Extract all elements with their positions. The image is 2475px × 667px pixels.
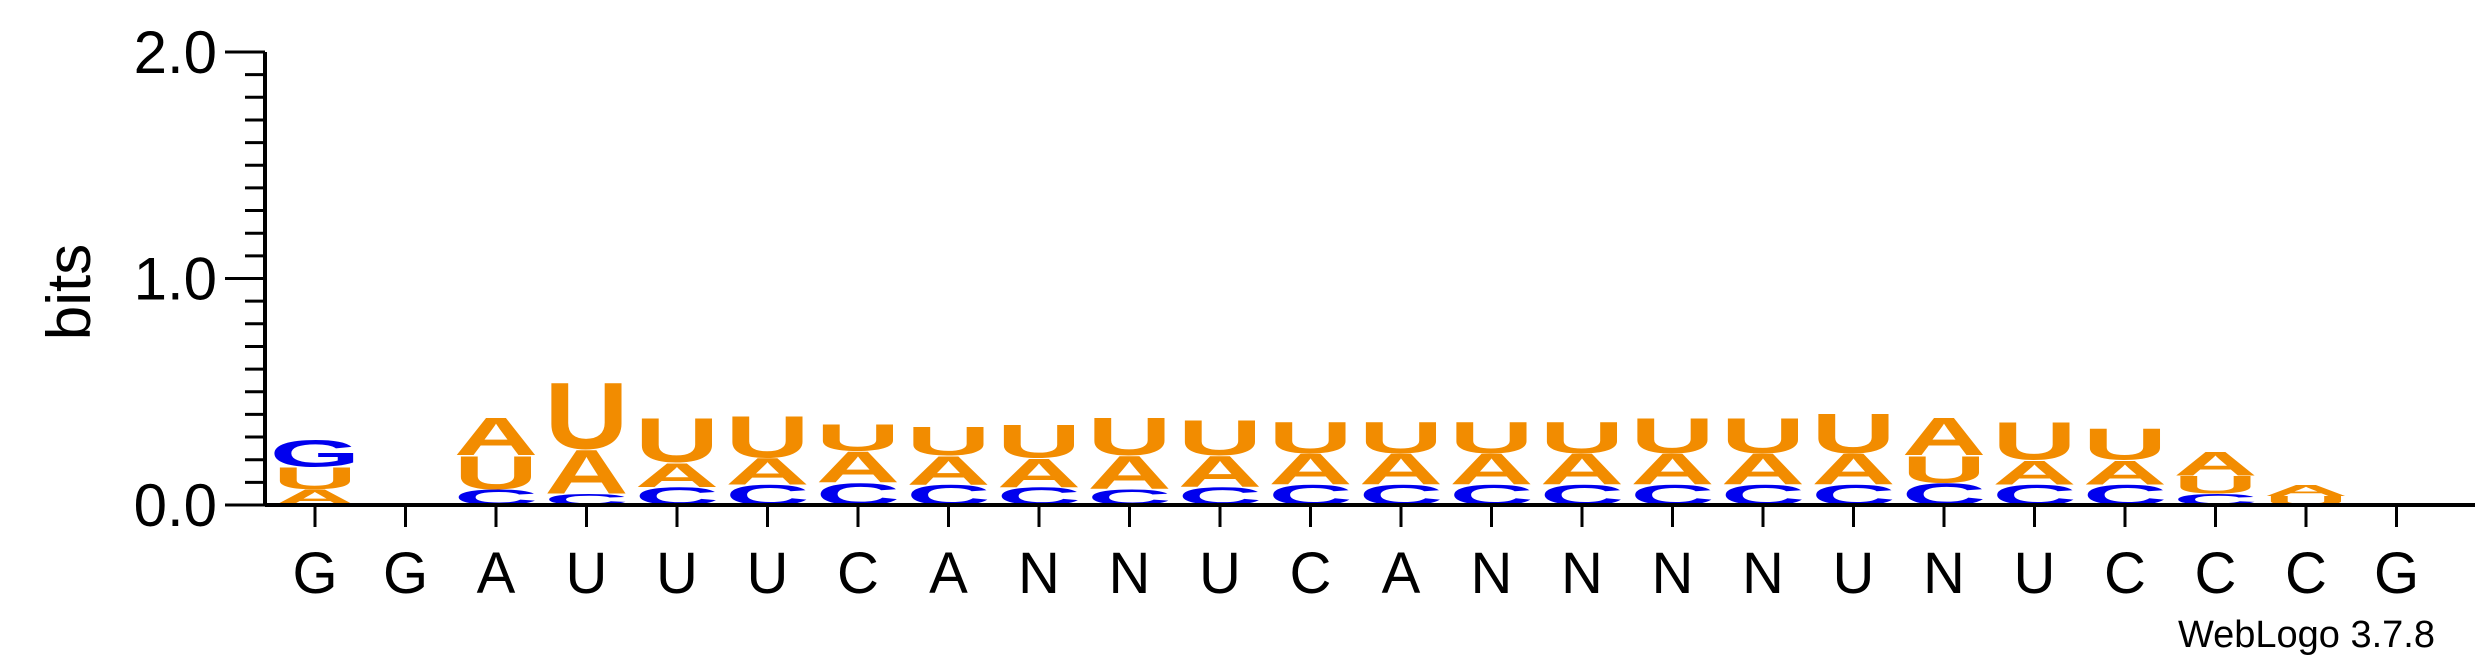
logo-letter-U: U xyxy=(1087,407,1171,467)
logo-letter-U: U xyxy=(1178,410,1262,466)
x-tick-label: A xyxy=(1382,541,1421,606)
logo-letter-U: U xyxy=(1449,413,1533,462)
x-tick-label: N xyxy=(1018,541,1060,606)
logo-letter-U: U xyxy=(816,417,900,459)
logo-letter-U: U xyxy=(1359,413,1443,462)
logo-letter-G: G xyxy=(270,433,361,475)
y-tick-label: 1.0 xyxy=(134,246,217,313)
x-tick-label: U xyxy=(656,541,698,606)
logo-letter-U: U xyxy=(544,364,628,469)
y-tick-label: 2.0 xyxy=(134,19,217,86)
x-tick-label: C xyxy=(2285,541,2327,606)
x-tick-label: A xyxy=(477,541,516,606)
logo-letter-U: U xyxy=(997,414,1081,467)
y-tick-labels: 0.0 1.0 2.0 xyxy=(134,19,217,539)
x-tick-label: N xyxy=(1923,541,1965,606)
logo-letter-A: A xyxy=(454,407,538,467)
weblogo-credit: WebLogo 3.7.8 xyxy=(2178,614,2435,656)
x-tick-label: G xyxy=(292,541,337,606)
x-tick-label: U xyxy=(1199,541,1241,606)
x-tick-label: U xyxy=(566,541,608,606)
logo-letter-U: U xyxy=(1811,402,1895,465)
x-tick-label: N xyxy=(1742,541,1784,606)
x-tick-label: G xyxy=(2374,541,2419,606)
logo-letter-A: A xyxy=(2173,445,2257,484)
x-tick-label: C xyxy=(837,541,879,606)
x-tick-label: U xyxy=(1833,541,1875,606)
logo-letter-U: U xyxy=(1540,413,1624,462)
logo-letter-U: U xyxy=(1992,412,2076,472)
x-tick-label: G xyxy=(383,541,428,606)
y-tick-label: 0.0 xyxy=(134,472,217,539)
letter-stacks: AUGCUACAUCAUCAUCAUCAUCAUCAUCAUCAUCAUCAUC… xyxy=(270,364,2348,512)
logo-letter-U: U xyxy=(2083,420,2167,469)
x-tick-label: U xyxy=(747,541,789,606)
x-tick-label: N xyxy=(1109,541,1151,606)
logo-letter-U: U xyxy=(906,418,990,464)
x-tick-label: N xyxy=(1471,541,1513,606)
logo-letter-U: U xyxy=(635,405,719,475)
x-tick-label: N xyxy=(1561,541,1603,606)
logo-letter-U: U xyxy=(1721,408,1805,464)
x-tick-label: C xyxy=(1290,541,1332,606)
x-tick-label: A xyxy=(929,541,968,606)
x-tick-label: C xyxy=(2195,541,2237,606)
logo-letter-A: A xyxy=(2264,482,2348,500)
logo-letter-U: U xyxy=(725,403,809,470)
logo-letter-U: U xyxy=(1268,413,1352,462)
x-tick-label: N xyxy=(1652,541,1694,606)
y-axis-title: bits xyxy=(35,244,104,340)
x-tick-label: U xyxy=(2014,541,2056,606)
x-tick-label: C xyxy=(2104,541,2146,606)
logo-letter-A: A xyxy=(1902,407,1986,467)
logo-letter-U: U xyxy=(1630,408,1714,464)
